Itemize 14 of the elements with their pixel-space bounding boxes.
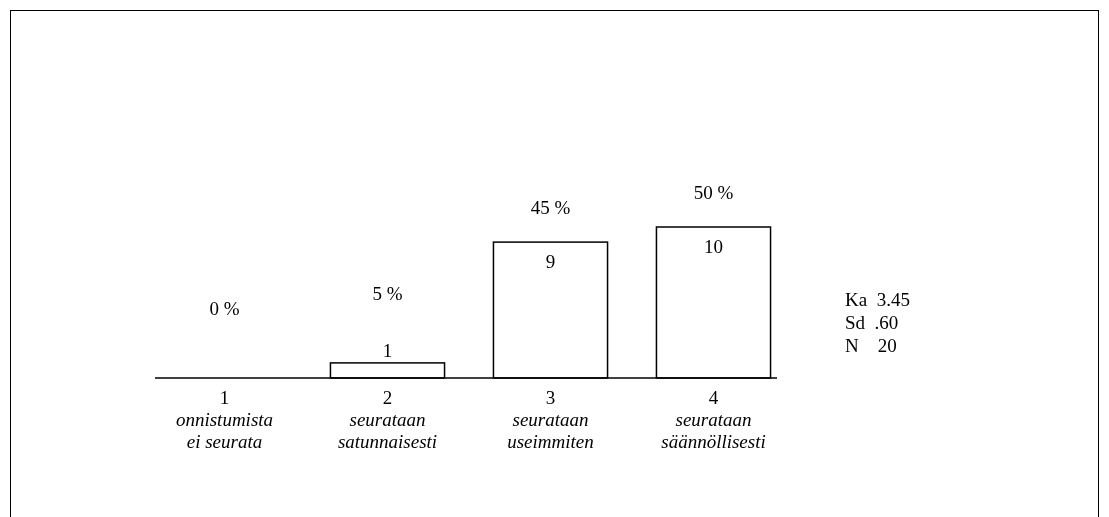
data-label: 1 <box>382 339 393 361</box>
x-tick-label: 1 onnistumista ei seurata <box>175 387 274 452</box>
text: Ka 3.45 <box>845 289 910 310</box>
text: 50 % <box>693 182 734 203</box>
annotation: 0 % <box>209 298 240 319</box>
x-tick-label: 2 seurataan satunnaisesti <box>337 387 438 452</box>
annotation: 5 % <box>372 282 403 304</box>
text: Sd .60 <box>845 312 899 333</box>
text: N 20 <box>845 335 897 356</box>
x-tick-label: 3 seurataan useimmiten <box>507 387 594 452</box>
text: 45 % <box>530 197 571 219</box>
data-label: 9 <box>545 251 556 273</box>
data-label: 10 <box>704 236 723 257</box>
x-tick-label: 4 seurataan säännöllisesti <box>661 387 766 452</box>
